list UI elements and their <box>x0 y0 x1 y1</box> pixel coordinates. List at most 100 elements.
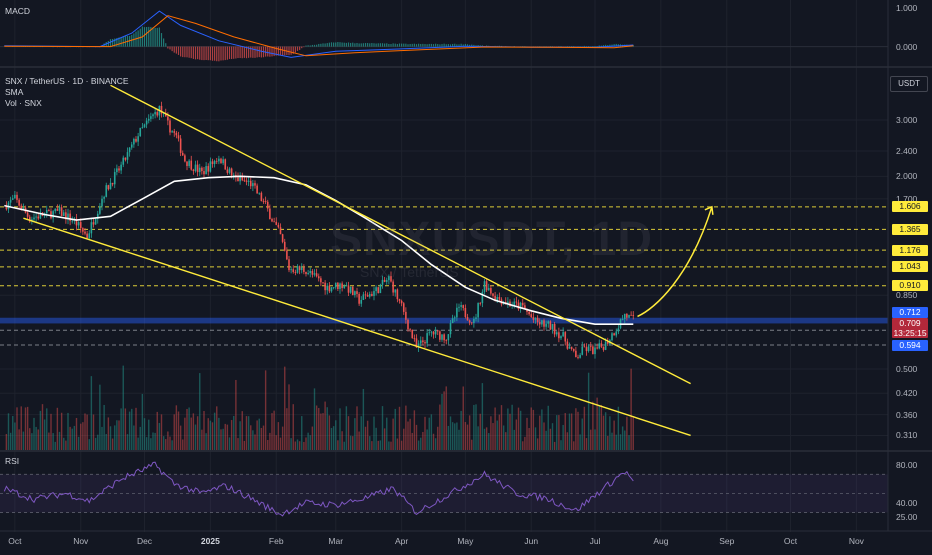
candle-body <box>513 301 516 306</box>
macd-histogram-bar <box>424 44 426 47</box>
candle-body <box>226 169 229 173</box>
candle-body <box>141 127 144 129</box>
candle-body <box>606 341 609 344</box>
volume-bar <box>58 431 61 450</box>
candle-body <box>460 305 462 307</box>
volume-bar <box>258 418 260 450</box>
sma-label[interactable]: SMA <box>5 87 24 97</box>
level-tag: 0.910 <box>892 280 928 292</box>
candle-body <box>592 346 594 355</box>
candle-body <box>162 113 165 115</box>
volume-bar <box>194 424 197 450</box>
candle-body <box>434 330 437 335</box>
macd-histogram-bar <box>343 42 345 47</box>
volume-bar <box>369 436 371 450</box>
candle-body <box>517 302 520 310</box>
trendline <box>23 217 691 437</box>
macd-histogram-bar <box>271 46 273 57</box>
candle-body <box>385 280 388 282</box>
candle-body <box>18 199 20 206</box>
candle-body <box>396 289 399 300</box>
macd-histogram-bar <box>226 46 228 60</box>
support-zone <box>0 317 888 324</box>
candle-body <box>232 174 235 176</box>
volume-bar <box>271 413 273 450</box>
volume-bar <box>233 415 235 450</box>
volume-bar <box>139 426 141 450</box>
volume-bar <box>422 431 424 450</box>
volume-bar <box>311 426 314 450</box>
candle-body <box>173 131 176 133</box>
macd-histogram-bar <box>239 46 241 58</box>
macd-histogram-bar <box>373 43 375 47</box>
volume-bar <box>590 429 592 450</box>
volume-bar <box>262 425 265 450</box>
candle-body <box>90 222 93 234</box>
volume-bar <box>345 406 348 450</box>
x-tick-label: Oct <box>8 536 22 546</box>
macd-histogram-bar <box>211 46 214 61</box>
legend: SNX / TetherUS · 1D · BINANCE SMA Vol · … <box>5 76 129 109</box>
candle-body <box>258 192 261 194</box>
symbol-label[interactable]: SNX / TetherUS · 1D · BINANCE <box>5 76 129 86</box>
candle-body <box>99 206 101 214</box>
volume-bar <box>118 420 120 450</box>
volume-bar <box>339 408 341 450</box>
candle-body <box>211 161 214 165</box>
candle-body <box>262 201 265 202</box>
macd-histogram-bar <box>152 27 154 47</box>
volume-bar <box>16 407 18 450</box>
candle-body <box>239 176 241 182</box>
candle-body <box>130 144 133 148</box>
candle-body <box>105 185 108 197</box>
volume-bar <box>186 408 188 450</box>
volume-label[interactable]: Vol · SNX <box>5 98 42 108</box>
volume-bar <box>126 434 129 450</box>
volume-bar <box>592 401 594 450</box>
candle-body <box>536 317 539 323</box>
macd-histogram-bar <box>358 43 360 47</box>
candle-body <box>82 228 84 232</box>
volume-bar <box>320 413 322 450</box>
macd-histogram-bar <box>188 46 190 58</box>
volume-bar <box>73 425 76 450</box>
level-tag: 1.043 <box>892 261 928 273</box>
volume-bar <box>481 383 484 450</box>
candle-body <box>220 158 222 164</box>
candle-body <box>58 207 61 211</box>
volume-bar <box>105 434 107 450</box>
candle-body <box>309 270 312 274</box>
candle-body <box>407 319 409 330</box>
candle-body <box>228 168 231 173</box>
macd-histogram-bar <box>411 43 413 47</box>
volume-bar <box>354 418 356 450</box>
volume-bar <box>430 414 433 450</box>
candle-body <box>587 346 590 352</box>
macd-histogram-bar <box>316 44 318 47</box>
volume-bar <box>135 407 137 450</box>
volume-bar <box>298 441 301 450</box>
rsi-tick-label: 40.00 <box>896 497 918 508</box>
volume-bar <box>222 428 224 450</box>
macd-histogram-bar <box>154 27 156 47</box>
macd-histogram-bar <box>209 46 211 61</box>
candle-body <box>611 333 613 341</box>
volume-bar <box>492 423 494 450</box>
macd-histogram-bar <box>371 43 373 47</box>
macd-histogram-bar <box>352 42 354 47</box>
candle-body <box>181 152 184 156</box>
volume-bar <box>560 440 562 450</box>
candle-body <box>422 340 424 343</box>
currency-button[interactable]: USDT <box>890 76 928 92</box>
candle-body <box>11 198 14 200</box>
candle-body <box>368 293 371 297</box>
volume-bar <box>626 416 628 450</box>
volume-bar <box>415 424 418 450</box>
candle-body <box>356 291 358 294</box>
macd-histogram-bar <box>602 45 605 47</box>
grid-lines <box>0 0 888 532</box>
candle-body <box>135 138 137 142</box>
volume-bar <box>22 431 25 450</box>
